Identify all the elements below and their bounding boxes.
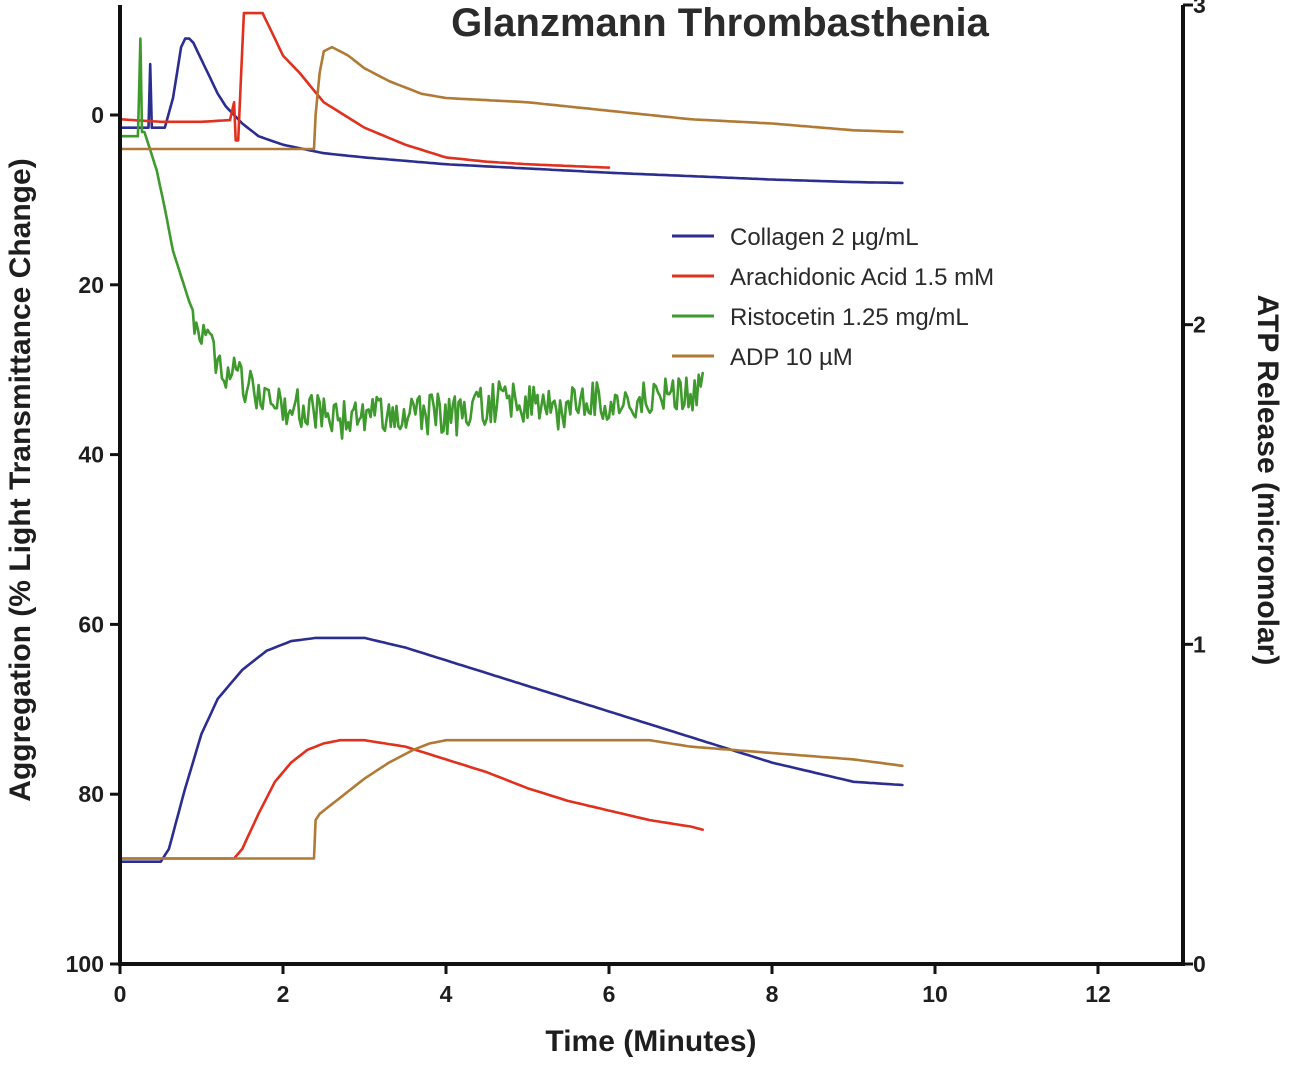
y-tick-label: 100 <box>66 951 104 977</box>
y2-tick-label: 2 <box>1193 312 1206 338</box>
x-tick-label: 4 <box>440 981 453 1007</box>
adp-aggregation-line <box>118 45 904 151</box>
y2-tick-label: 1 <box>1193 631 1206 657</box>
legend-label: Ristocetin 1.25 mg/mL <box>730 304 969 331</box>
adp-atp-line <box>118 738 904 860</box>
y2-tick-label: 3 <box>1193 0 1206 18</box>
y-tick-label: 20 <box>78 272 104 298</box>
x-tick-label: 10 <box>922 981 948 1007</box>
chart-title: Glanzmann Thrombasthenia <box>451 1 990 45</box>
axes-group <box>118 5 1185 966</box>
arachidonic-acid-atp-line <box>118 738 704 860</box>
x-tick-label: 2 <box>277 981 290 1007</box>
y2-axis-label: ATP Release (micromolar) <box>1251 295 1284 666</box>
collagen-aggregation-line <box>118 37 904 185</box>
ristocetin-aggregation-line <box>118 37 704 440</box>
x-tick-label: 6 <box>603 981 616 1007</box>
y-tick-label: 40 <box>78 442 104 468</box>
x-axis-label: Time (Minutes) <box>545 1025 756 1058</box>
arachidonic-acid-aggregation-line <box>118 11 611 169</box>
y-tick-label: 80 <box>78 781 104 807</box>
collagen-atp-line <box>118 636 904 863</box>
x-tick-label: 12 <box>1085 981 1111 1007</box>
series-group <box>118 11 904 863</box>
legend: Collagen 2 µg/mL Arachidonic Acid 1.5 mM R… <box>672 224 994 371</box>
legend-label: Collagen 2 µg/mL <box>730 224 919 251</box>
x-tick-label: 8 <box>766 981 779 1007</box>
x-tick-label: 0 <box>114 981 127 1007</box>
legend-label: Arachidonic Acid 1.5 mM <box>730 264 994 291</box>
y-tick-label: 0 <box>91 102 104 128</box>
legend-label: ADP 10 µM <box>730 344 853 371</box>
y-tick-label: 60 <box>78 611 104 637</box>
y-axis-label: Aggregation (% Light Transmittance Chang… <box>4 158 37 801</box>
y2-tick-label: 0 <box>1193 951 1206 977</box>
